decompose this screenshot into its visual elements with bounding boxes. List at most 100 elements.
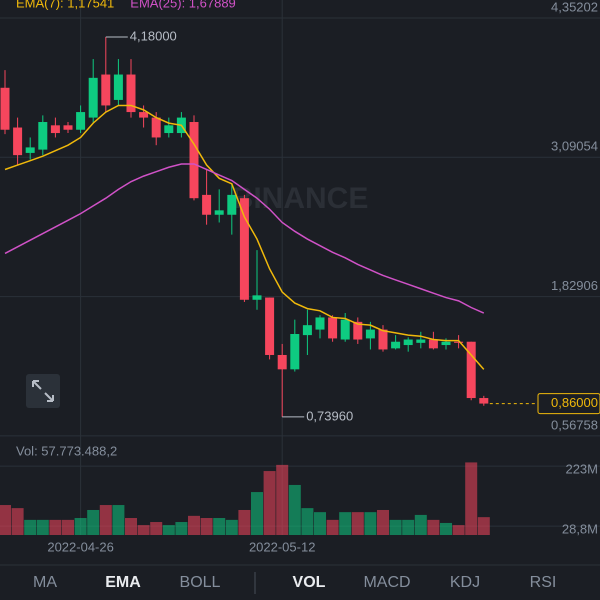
volume-bar [238, 509, 251, 535]
candle-body [227, 194, 237, 215]
candle-body [63, 125, 73, 130]
candle-body [328, 317, 338, 339]
x-tick-label: 2022-05-12 [249, 539, 316, 554]
volume-bar [263, 471, 276, 535]
candle-body [365, 329, 375, 339]
volume-bar [24, 519, 37, 535]
volume-bar [288, 484, 301, 535]
volume-bar [200, 518, 213, 535]
annotation-label: 0,73960 [306, 408, 353, 423]
volume-bar [62, 519, 74, 535]
candle-body [38, 122, 48, 150]
tab[interactable]: RSI [530, 574, 557, 591]
ema-line [4, 163, 485, 314]
candle-body [353, 321, 363, 340]
legend-entry: EMA(7): 1,17541 [16, 0, 114, 10]
volume-bar [36, 519, 49, 535]
candle-body [139, 112, 149, 118]
candle-body [403, 339, 413, 346]
tab[interactable]: EMA [105, 574, 141, 591]
candle-body [315, 317, 325, 330]
candle-body [76, 112, 86, 130]
watermark: BINANCE [232, 182, 369, 215]
volume-bar [452, 525, 465, 535]
y-tick-label: 1,82906 [551, 278, 598, 293]
current-price-label: 0,86000 [551, 395, 598, 410]
candle-body [151, 117, 161, 138]
candle-body [479, 398, 489, 404]
y-tick-label: 3,09054 [551, 139, 598, 154]
candle-body [214, 210, 224, 215]
y-tick-label: 0,56758 [551, 417, 598, 432]
x-tick-label: 2022-04-26 [47, 539, 114, 554]
candle-body [302, 325, 312, 336]
volume-bar [49, 519, 62, 535]
tab[interactable]: BOLL [180, 574, 221, 591]
volume-bar [213, 518, 226, 535]
volume-bar [137, 525, 150, 535]
volume-bar [339, 512, 352, 535]
volume-bar [0, 505, 11, 535]
volume-bar [74, 518, 87, 535]
candle-body [441, 341, 451, 346]
candle-body [0, 87, 10, 130]
candle-body [50, 125, 60, 134]
y-tick-label: 223M [565, 462, 598, 477]
expand-button[interactable] [26, 374, 60, 408]
candle-body [164, 125, 174, 134]
candle-body [340, 319, 350, 340]
y-tick-label: 28,8M [562, 522, 598, 537]
candle-body [290, 334, 300, 370]
legend-entry: EMA(25): 1,67889 [130, 0, 236, 10]
volume-bar [326, 519, 339, 535]
tab[interactable]: MA [33, 574, 57, 591]
volume-bar [351, 512, 364, 535]
volume-bar [87, 509, 100, 535]
candle-body [25, 147, 35, 153]
current-price-box [537, 393, 600, 415]
volume-bar [162, 525, 175, 535]
candle-body [454, 341, 464, 343]
volume-bar [99, 505, 112, 535]
volume-bar [440, 522, 452, 535]
volume-bar [402, 519, 415, 535]
candle-body [239, 198, 249, 300]
candle-body [88, 77, 98, 118]
expand-bg[interactable] [26, 374, 60, 408]
ema-line [4, 104, 485, 370]
volume-bar [112, 505, 125, 535]
tab[interactable]: VOL [293, 574, 326, 591]
candle-body [252, 295, 262, 300]
candle-body [391, 341, 401, 349]
candle-body [277, 354, 287, 370]
volume-bar [11, 508, 24, 535]
candle-body [101, 74, 111, 106]
tab[interactable]: MACD [363, 574, 410, 591]
candle-body [13, 127, 23, 156]
volume-title: Vol: 57.773.488,2 [16, 443, 117, 458]
candle-body [378, 329, 388, 350]
candle-body [202, 194, 212, 215]
volume-bar [251, 492, 263, 535]
volume-bar [150, 522, 163, 535]
tab[interactable]: KDJ [450, 574, 480, 591]
annotation-label: 4,18000 [130, 28, 177, 43]
volume-bar [477, 517, 490, 535]
volume-bar [188, 515, 200, 535]
candle-body [466, 341, 476, 399]
volume-bar [175, 522, 188, 535]
volume-bar [427, 519, 440, 535]
expand-icon [32, 380, 54, 402]
candle-body [126, 74, 136, 113]
volume-bar [314, 512, 326, 535]
candle-body [416, 339, 426, 343]
candle-body [113, 74, 123, 100]
volume-bar [364, 512, 377, 535]
volume-bar [414, 514, 427, 535]
candle-body [428, 339, 438, 349]
volume-bar [465, 462, 478, 535]
y-tick-label: 4,35202 [551, 0, 598, 14]
volume-bar [301, 508, 314, 535]
volume-bar [125, 518, 137, 535]
